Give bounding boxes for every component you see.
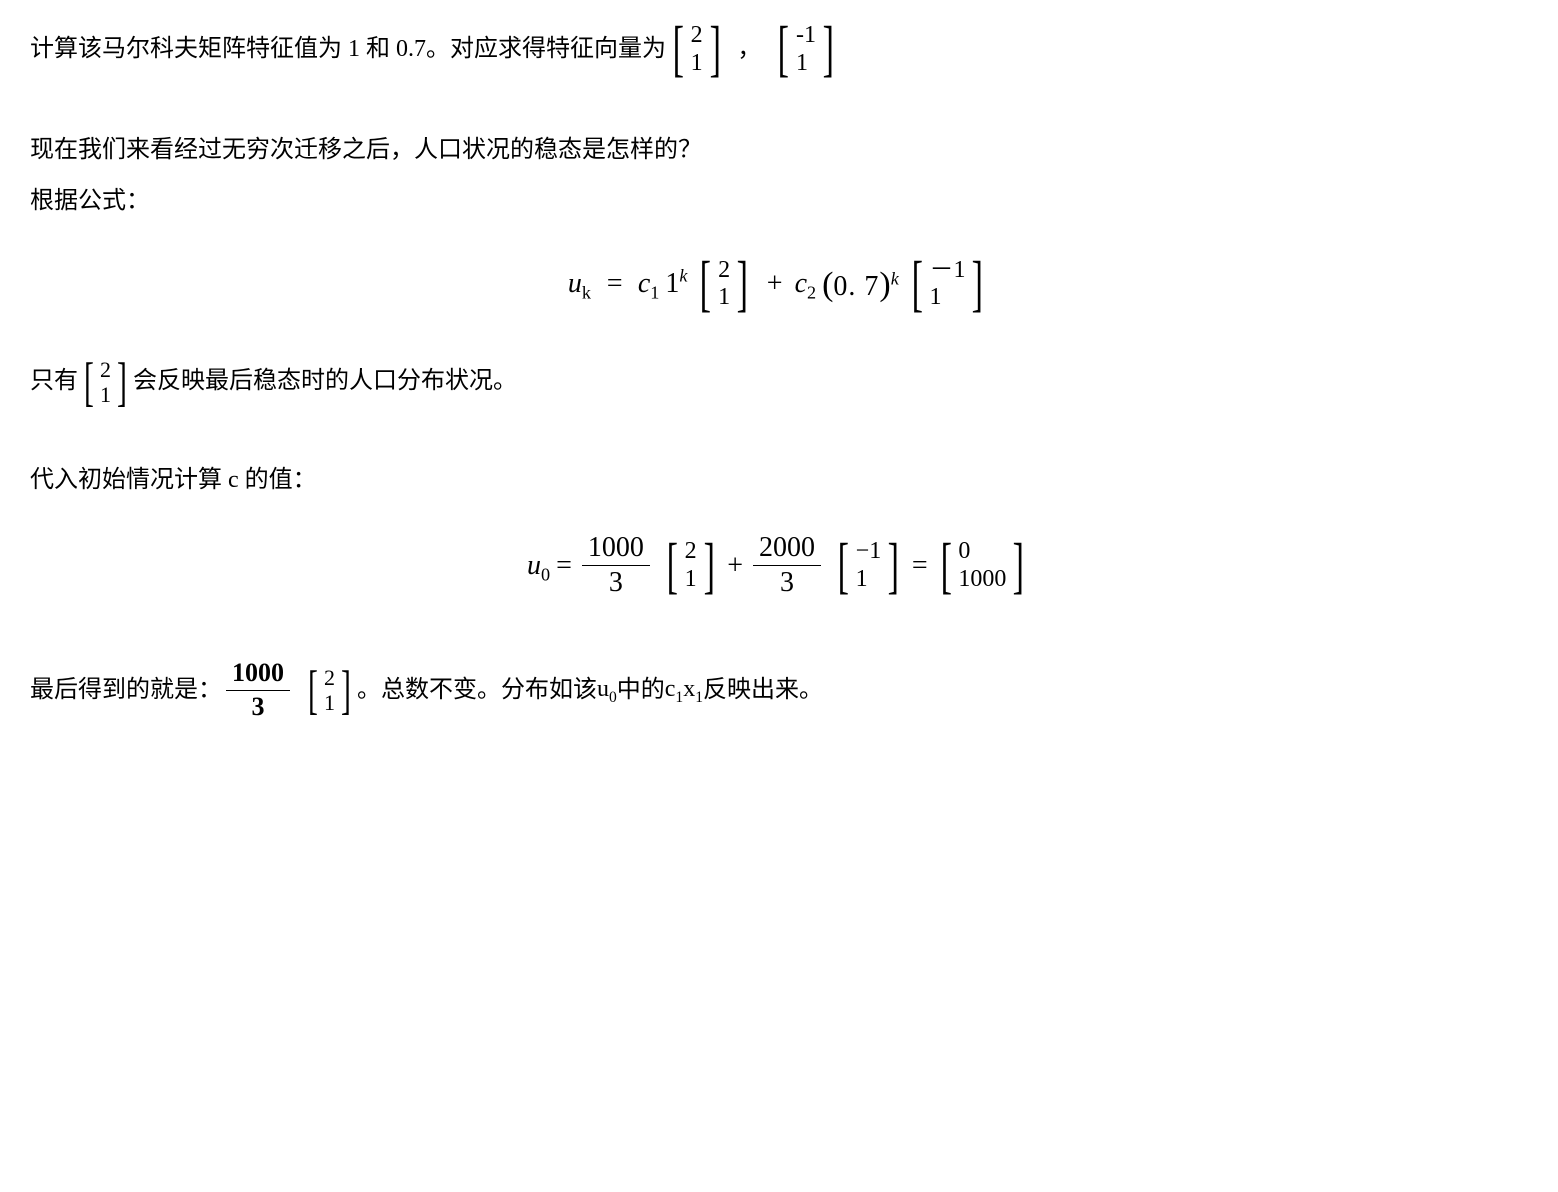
formula2-vec3: [ 0 1000 ]: [936, 536, 1029, 595]
formula1-vec1: [ 2 1 ]: [695, 255, 752, 314]
paragraph-formula-label: 根据公式：: [30, 180, 1528, 223]
paragraph-eigenvalues: 计算该马尔科夫矩阵特征值为 1 和 0.7。对应求得特征向量为 [ 2 1 ] …: [30, 20, 1528, 79]
paragraph-only-vector: 只有 [ 2 1 ] 会反映最后稳态时的人口分布状况。: [30, 355, 1528, 410]
paragraph-final: 最后得到的就是： 1000 3 [ 2 1 ] 。总数不变。分布如该 u0 中的…: [30, 659, 1528, 721]
text-eigen-intro: 计算该马尔科夫矩阵特征值为 1 和 0.7。对应求得特征向量为: [30, 28, 666, 71]
u0-symbol: u0: [597, 668, 617, 712]
comma: ，: [737, 28, 761, 71]
c1x1-symbol: c1x1: [665, 668, 703, 712]
formula-u0: u0 = 1000 3 [ 2 1 ] + 2000 3 [ −1 1 ] =: [30, 533, 1528, 600]
formula2-vec2: [ −1 1 ]: [833, 536, 904, 595]
vector-21: [ 2 1 ]: [80, 355, 131, 410]
final-vector: [ 2 1 ]: [304, 663, 355, 718]
paragraph-question: 现在我们来看经过无穷次迁移之后，人口状况的稳态是怎样的？: [30, 129, 1528, 172]
eigenvector-1: [ 2 1 ]: [668, 20, 725, 79]
paragraph-initial-label: 代入初始情况计算 c 的值：: [30, 459, 1528, 502]
formula1-vec2: [ －1 1 ]: [907, 255, 988, 314]
formula2-vec1: [ 2 1 ]: [662, 536, 719, 595]
formula-uk: uk = c1 1k [ 2 1 ] + c2 (0. 7)k [ －1 1 ]: [30, 254, 1528, 315]
eigenvector-2: [ -1 1 ]: [773, 20, 838, 79]
